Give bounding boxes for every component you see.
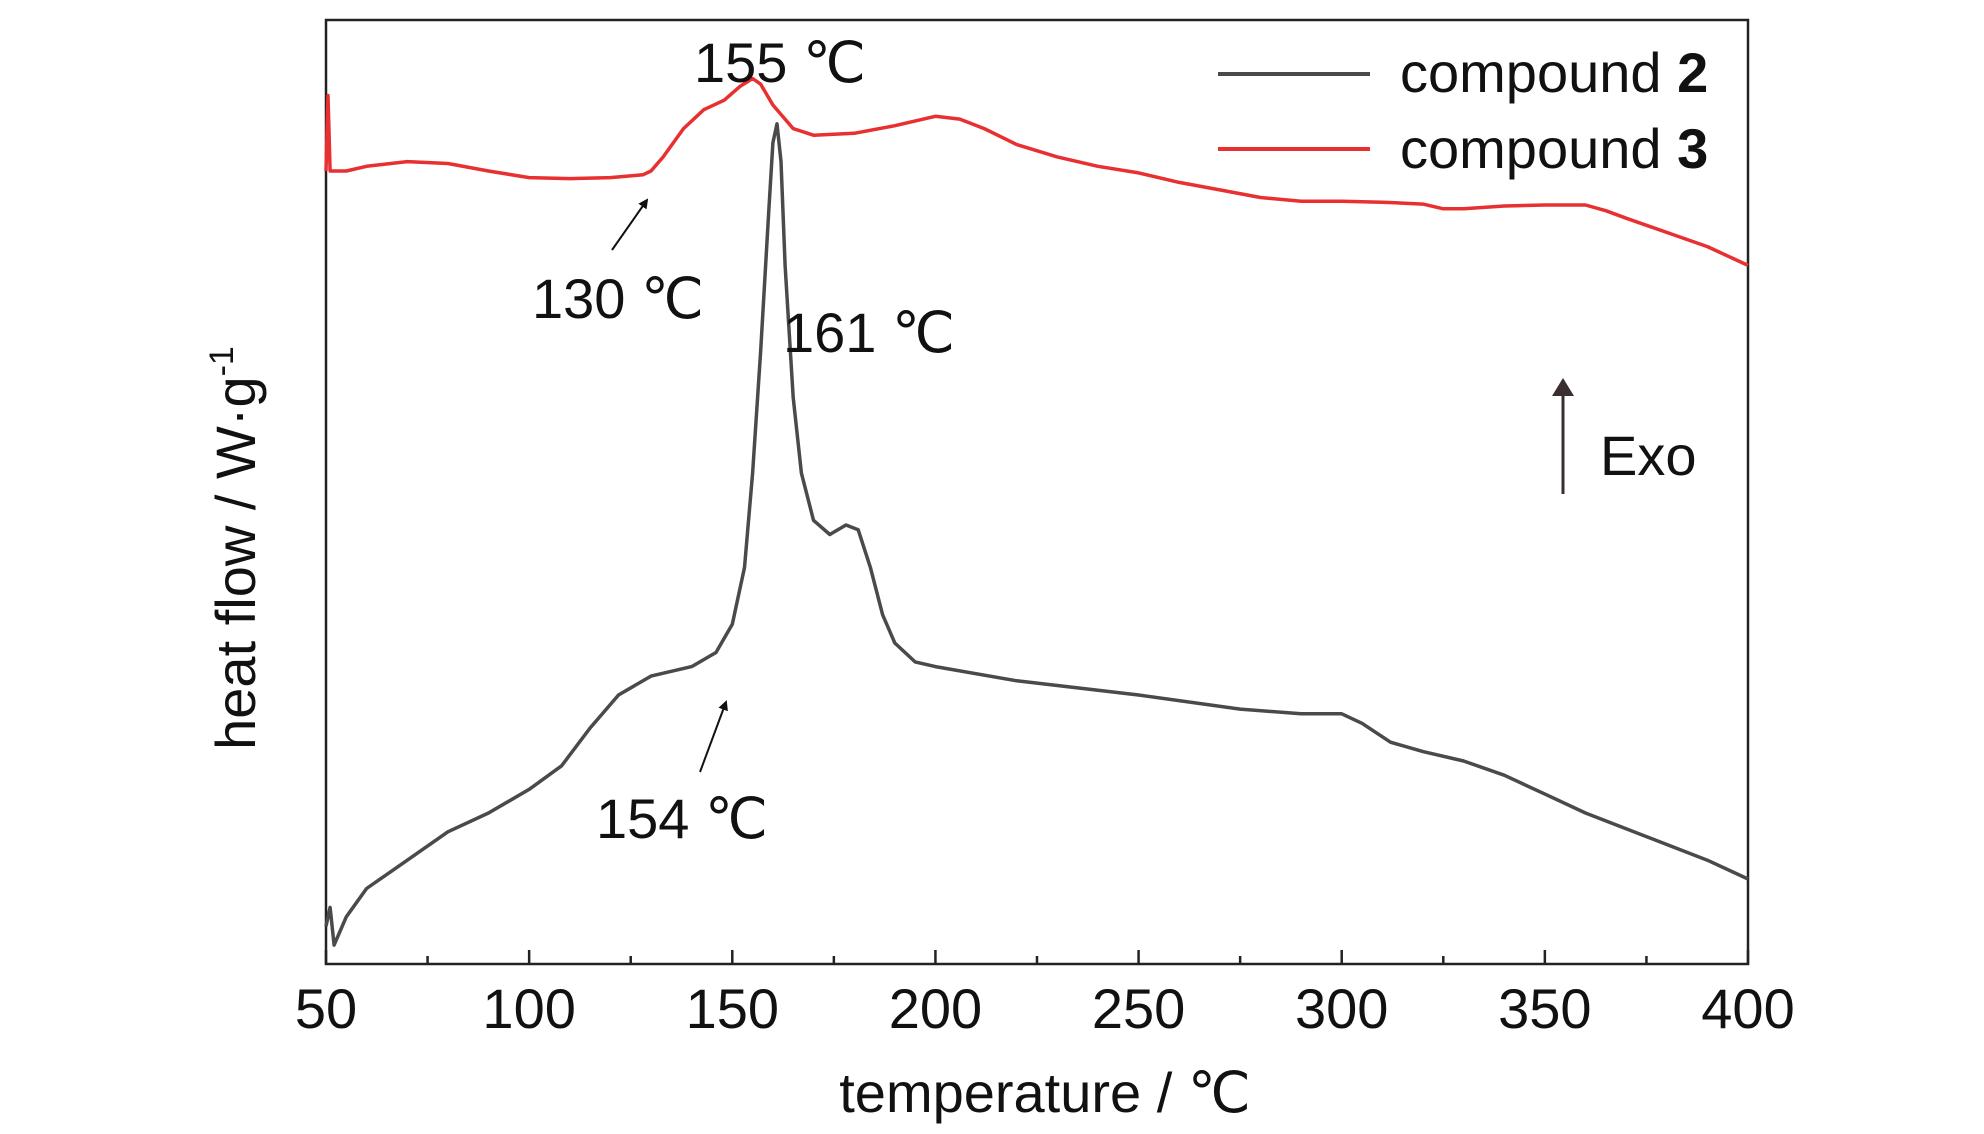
x-tick-label-200: 200 <box>889 977 982 1040</box>
x-tick-label-250: 250 <box>1092 977 1185 1040</box>
annotation-154-arrow <box>699 700 728 773</box>
x-tick-label-300: 300 <box>1295 977 1388 1040</box>
x-axis-ticks <box>324 950 1750 964</box>
annotation-161: 161 ℃ <box>783 301 955 364</box>
series-line-compound-2 <box>324 122 1749 947</box>
series-line-compound-3 <box>324 76 1749 267</box>
x-tick-label-50: 50 <box>295 977 357 1040</box>
annotation-exo: Exo <box>1600 424 1697 487</box>
legend: compound 2 compound 3 <box>1218 41 1708 180</box>
x-tick-label-150: 150 <box>686 977 779 1040</box>
x-tick-label-350: 350 <box>1498 977 1591 1040</box>
annotation-154: 154 ℃ <box>596 787 768 850</box>
legend-label-compound-3: compound 3 <box>1400 117 1708 180</box>
annotation-155: 155 ℃ <box>694 31 866 94</box>
series-layer <box>324 76 1749 947</box>
legend-label-compound-2: compound 2 <box>1400 41 1708 104</box>
x-tick-label-400: 400 <box>1701 977 1794 1040</box>
annotation-130: 130 ℃ <box>532 267 704 330</box>
y-axis-title: heat flow / W·g-1 <box>203 346 267 750</box>
x-axis-title: temperature / ℃ <box>839 1061 1251 1124</box>
x-tick-label-100: 100 <box>482 977 575 1040</box>
x-axis-tick-labels: 50 100 150 200 250 300 350 400 <box>295 977 1795 1040</box>
annotation-130-arrow <box>611 198 649 251</box>
